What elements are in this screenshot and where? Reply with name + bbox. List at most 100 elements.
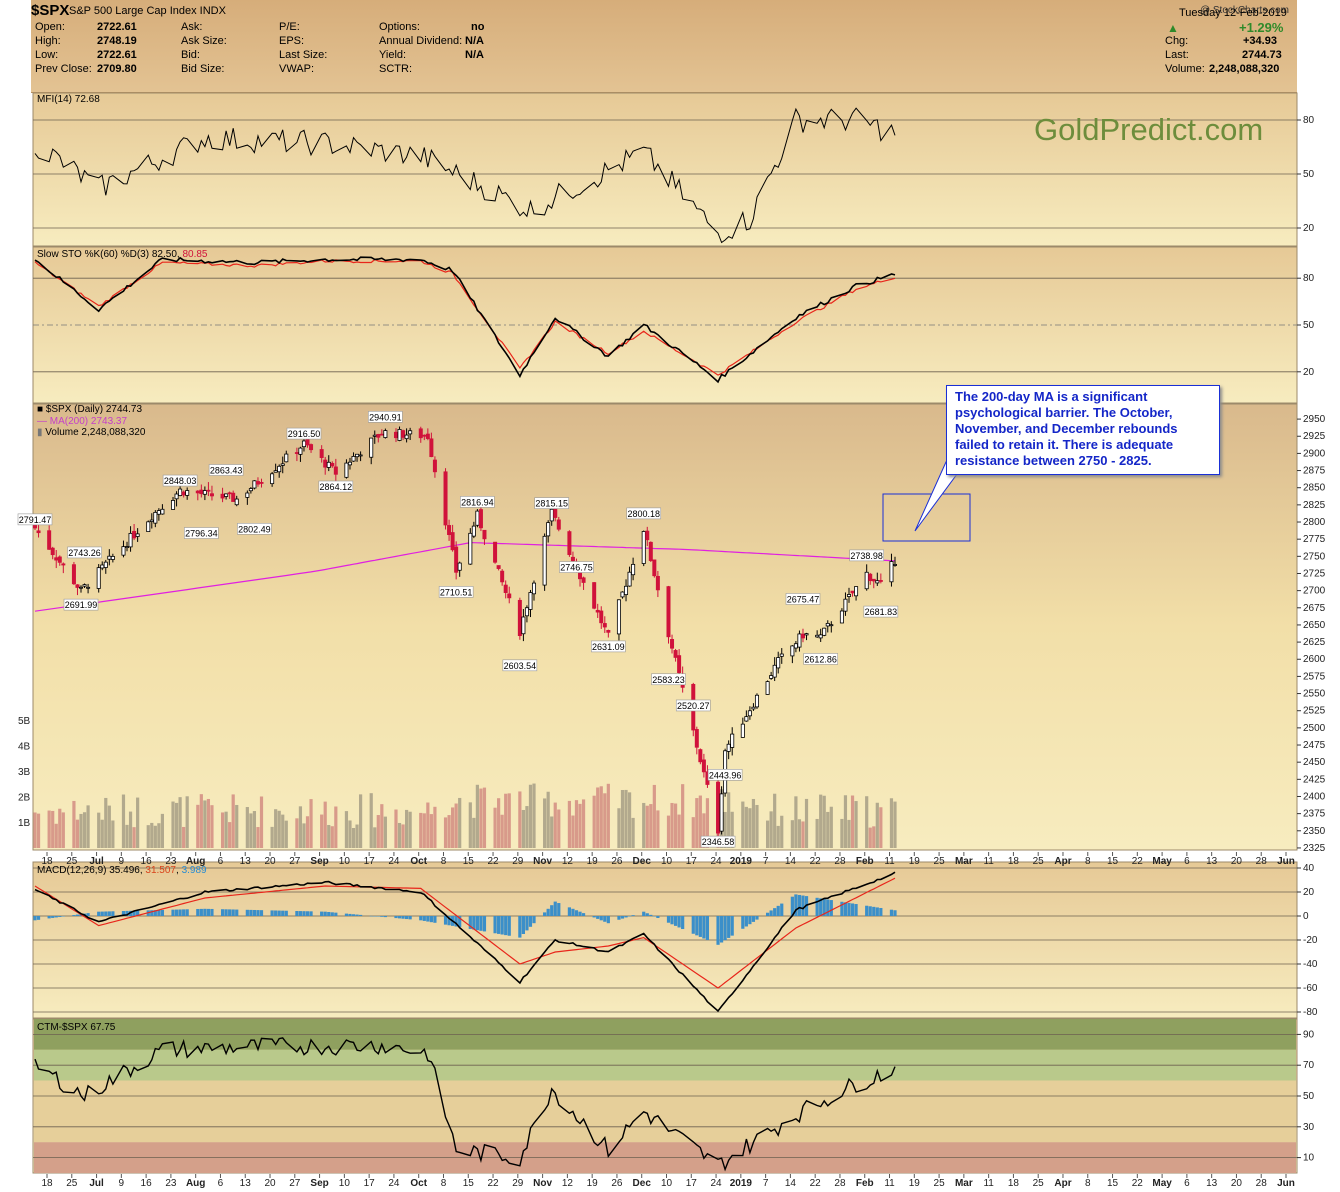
candle-body — [294, 452, 299, 454]
volume-bar — [82, 812, 87, 848]
volume-tick-label: 2B — [18, 793, 31, 804]
volume-bar — [797, 819, 802, 848]
y-tick-label: 50 — [1303, 1091, 1315, 1102]
y-tick-label: 90 — [1303, 1029, 1315, 1040]
candle-body — [422, 434, 427, 437]
mfi-line — [34, 107, 896, 244]
volume-bar — [54, 823, 58, 848]
x-tick-label: 17 — [364, 1178, 376, 1189]
price-label-box — [534, 497, 570, 509]
macd-histogram-bar — [794, 894, 798, 916]
volume-bar — [673, 803, 678, 848]
macd-histogram-bar — [72, 915, 76, 916]
price-label-box — [707, 769, 743, 781]
volume-bar — [277, 810, 281, 848]
candle-body — [206, 489, 211, 492]
candle-body — [556, 519, 561, 530]
price-label: 2863.43 — [210, 465, 243, 475]
volume-bar — [220, 812, 225, 848]
macd-histogram-bar — [620, 916, 625, 919]
candle-body — [864, 571, 869, 590]
macd-histogram-bar — [245, 909, 249, 916]
x-tick-label: 29 — [512, 856, 524, 867]
volume-bar — [107, 805, 111, 848]
macd-histogram-bar — [773, 908, 777, 916]
candle-body — [450, 532, 455, 551]
volume-bar — [100, 819, 104, 848]
open-value: 2722.61 — [97, 21, 137, 33]
volume-bar — [645, 805, 649, 848]
candle-body — [174, 493, 179, 500]
y-tick-label: 2500 — [1303, 723, 1326, 734]
macd-histogram-bar — [86, 913, 90, 916]
dividend-label: Annual Dividend: — [379, 35, 463, 47]
up-arrow-icon: ▲ — [1167, 21, 1179, 35]
candle-body — [468, 532, 473, 565]
macd-histogram-bar — [323, 911, 327, 916]
candle-body — [624, 585, 629, 596]
candle-body — [125, 546, 130, 549]
candle-body — [751, 706, 756, 710]
x-tick-label: Mar — [955, 856, 973, 867]
candle-body — [454, 546, 459, 573]
volume-bar — [578, 803, 582, 848]
candle-body — [641, 531, 646, 564]
volume-bar — [160, 813, 165, 848]
candle-body — [790, 645, 795, 657]
candle-body — [599, 610, 604, 624]
volume-bar — [765, 820, 770, 848]
macd-histogram-bar — [153, 910, 157, 916]
price-label-box — [368, 411, 403, 423]
candle-body — [592, 582, 597, 609]
prev-close-value: 2709.80 — [97, 63, 137, 75]
macd-histogram-bar — [875, 907, 879, 916]
candle-body — [493, 541, 498, 563]
volume-bar — [631, 817, 635, 848]
candle-body — [355, 453, 360, 458]
volume-bar — [705, 798, 710, 848]
macd-histogram-bar — [270, 910, 274, 916]
low-value: 2722.61 — [97, 49, 137, 61]
volume-tick-label: 3B — [18, 767, 31, 778]
x-tick-label: 17 — [686, 1178, 698, 1189]
candle-body — [655, 575, 660, 591]
x-tick-label: May — [1152, 1178, 1172, 1189]
candle-body — [532, 582, 537, 595]
macd-histogram-bar — [150, 910, 154, 916]
candle-body — [248, 488, 253, 492]
x-tick-label: 14 — [785, 1178, 797, 1189]
macd-histogram-bar — [865, 905, 869, 916]
candle-body — [631, 563, 636, 576]
volume-tick-label: 1B — [18, 818, 31, 829]
volume-bar — [305, 816, 310, 848]
volume-bar — [893, 801, 897, 848]
candle-body — [432, 459, 437, 473]
volume-bar — [656, 810, 660, 848]
volume-bar — [744, 806, 748, 848]
volume-bar — [206, 798, 211, 848]
x-tick-label: 23 — [165, 856, 177, 867]
candle-body — [648, 541, 653, 561]
volume-bar — [72, 800, 76, 848]
options-label: Options: — [379, 21, 420, 33]
macd-histogram-bar — [185, 909, 189, 916]
macd-histogram-bar — [231, 909, 235, 916]
macd-histogram-bar — [220, 909, 225, 916]
volume-bar — [776, 825, 780, 848]
x-tick-label: 22 — [1132, 1178, 1144, 1189]
x-tick-label: Feb — [856, 1178, 874, 1189]
macd-histogram-bar — [719, 916, 724, 943]
candle-body — [698, 749, 703, 763]
candle-body — [79, 586, 84, 589]
volume-bar — [235, 804, 239, 848]
y-tick-label: 2700 — [1303, 586, 1326, 597]
candle-body — [670, 639, 675, 649]
x-tick-label: Apr — [1054, 1178, 1071, 1189]
volume-bar — [730, 811, 734, 848]
x-tick-label: 25 — [66, 1178, 78, 1189]
price-label: 2802.49 — [238, 524, 271, 534]
price-label: 2800.18 — [627, 509, 660, 519]
volume-label: Volume: — [1165, 63, 1205, 75]
x-tick-label: 15 — [1107, 856, 1119, 867]
y-tick-label: 2650 — [1303, 620, 1326, 631]
